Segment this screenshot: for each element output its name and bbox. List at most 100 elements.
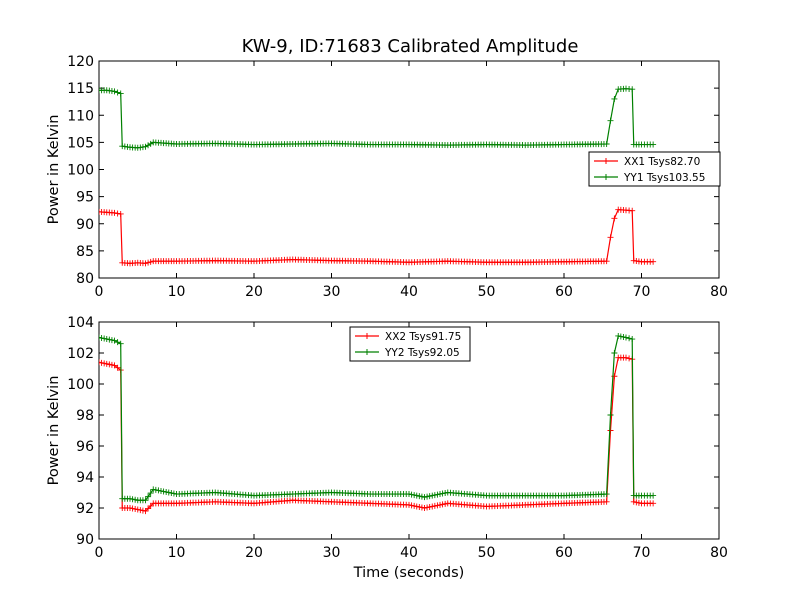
x-tick-label-1-8: 80 bbox=[710, 545, 728, 561]
legend-0: XX1 Tsys82.70 YY1 Tsys103.55 bbox=[588, 151, 721, 187]
marker-1-1-126 bbox=[437, 491, 443, 498]
marker-0-0-194 bbox=[629, 207, 636, 214]
marker-1-0-193 bbox=[623, 354, 629, 361]
y-tick-label-1-0: 90 bbox=[76, 532, 94, 548]
marker-1-0-122 bbox=[426, 503, 433, 510]
marker-1-1-117 bbox=[413, 492, 420, 499]
marker-0-1-6 bbox=[111, 88, 118, 95]
series-markers-0-1 bbox=[99, 85, 657, 151]
marker-1-1-1 bbox=[99, 335, 105, 342]
marker-1-0-14 bbox=[132, 506, 139, 513]
marker-0-0-188 bbox=[611, 215, 618, 222]
marker-1-1-21 bbox=[150, 486, 157, 493]
marker-1-0-13 bbox=[129, 505, 136, 512]
marker-1-1-26 bbox=[163, 488, 170, 495]
series-1-1 bbox=[99, 332, 657, 504]
marker-1-1-13 bbox=[129, 496, 136, 503]
legend-1: XX2 Tsys91.75 YY2 Tsys92.05 bbox=[349, 326, 471, 362]
series-1-0 bbox=[99, 354, 657, 515]
x-tick-label-1-6: 60 bbox=[555, 545, 573, 561]
legend-marker-0-1 bbox=[603, 174, 609, 180]
marker-0-1-186 bbox=[603, 141, 610, 148]
marker-1-1-192 bbox=[620, 333, 627, 340]
marker-1-1-29 bbox=[170, 490, 177, 497]
marker-1-0-2 bbox=[101, 360, 108, 367]
marker-1-1-125 bbox=[434, 491, 441, 498]
marker-0-1-8 bbox=[117, 90, 124, 97]
marker-1-1-189 bbox=[611, 350, 618, 356]
marker-1-0-194 bbox=[626, 355, 633, 362]
y-tick-label-1-3: 96 bbox=[76, 439, 94, 455]
marker-1-1-190 bbox=[615, 332, 622, 339]
marker-1-1-22 bbox=[152, 486, 159, 493]
series-markers-0-0 bbox=[99, 206, 657, 267]
marker-1-0-119 bbox=[418, 504, 425, 511]
marker-1-0-125 bbox=[434, 502, 441, 509]
marker-0-0-186 bbox=[603, 258, 610, 265]
marker-1-1-115 bbox=[408, 491, 415, 498]
marker-1-0-17 bbox=[139, 507, 146, 514]
legend-label-0-0: XX1 Tsys82.70 bbox=[624, 156, 700, 168]
marker-0-1-202 bbox=[650, 141, 657, 148]
x-tick-label-0-0: 0 bbox=[95, 284, 104, 300]
x-tick-label-0-5: 50 bbox=[478, 284, 496, 300]
marker-0-0-19 bbox=[145, 259, 152, 266]
marker-1-0-196 bbox=[630, 498, 637, 505]
marker-1-0-121 bbox=[424, 504, 431, 511]
marker-1-1-114 bbox=[406, 491, 412, 498]
marker-1-1-122 bbox=[426, 493, 433, 500]
y-tick-label-0-6: 110 bbox=[67, 108, 94, 124]
y-tick-label-0-2: 90 bbox=[76, 217, 94, 233]
marker-1-1-191 bbox=[617, 333, 624, 340]
y-tick-label-1-1: 92 bbox=[76, 501, 94, 517]
marker-0-1-194 bbox=[629, 86, 636, 93]
y-tick-label-0-7: 115 bbox=[67, 81, 94, 97]
marker-1-0-114 bbox=[406, 501, 412, 508]
marker-1-0-118 bbox=[416, 503, 423, 510]
y-tick-label-1-7: 104 bbox=[67, 315, 94, 331]
marker-1-0-0 bbox=[99, 359, 102, 366]
marker-1-1-193 bbox=[623, 334, 629, 341]
x-tick-label-1-1: 10 bbox=[168, 545, 186, 561]
marker-1-1-3 bbox=[103, 336, 110, 343]
x-tick-label-0-1: 10 bbox=[168, 284, 186, 300]
bottom-panel: 0 10 20 30 40 50 60 70 80 90 92 94 96 98 100 102 104 Powe… bbox=[46, 315, 728, 581]
marker-1-0-20 bbox=[147, 502, 154, 509]
marker-1-1-12 bbox=[127, 495, 133, 502]
marker-1-0-187 bbox=[603, 498, 610, 505]
marker-0-1-188 bbox=[611, 95, 618, 102]
marker-1-1-118 bbox=[416, 493, 423, 500]
marker-1-1-127 bbox=[439, 490, 446, 497]
marker-1-1-4 bbox=[106, 336, 113, 343]
x-tick-label-1-2: 20 bbox=[245, 545, 263, 561]
chart-title: KW-9, ID:71683 Calibrated Amplitude bbox=[242, 36, 579, 57]
marker-1-0-3 bbox=[103, 360, 110, 367]
marker-1-0-128 bbox=[442, 500, 449, 507]
y-tick-label-0-4: 100 bbox=[67, 163, 94, 179]
marker-1-0-123 bbox=[429, 503, 436, 510]
marker-1-0-7 bbox=[114, 364, 121, 371]
series-0-0 bbox=[99, 206, 657, 267]
x-tick-label-0-2: 20 bbox=[245, 284, 263, 300]
marker-1-0-12 bbox=[127, 505, 133, 511]
marker-1-1-123 bbox=[429, 492, 436, 499]
y-tick-label-0-1: 85 bbox=[76, 244, 94, 260]
marker-1-0-203 bbox=[650, 500, 657, 507]
marker-1-1-120 bbox=[421, 494, 428, 501]
legend-marker-0-0 bbox=[603, 158, 609, 164]
y-tick-label-1-6: 102 bbox=[67, 346, 94, 362]
marker-1-1-124 bbox=[431, 492, 438, 499]
marker-1-1-25 bbox=[160, 488, 167, 495]
marker-1-0-127 bbox=[439, 501, 446, 508]
marker-1-1-121 bbox=[424, 493, 431, 500]
marker-1-0-1 bbox=[99, 359, 105, 366]
marker-1-0-18 bbox=[142, 508, 149, 515]
x-axis-label-1: Time (seconds) bbox=[353, 565, 465, 581]
y-tick-label-1-5: 100 bbox=[67, 377, 94, 393]
y-tick-label-0-0: 80 bbox=[76, 271, 94, 287]
x-tick-label-0-8: 80 bbox=[710, 284, 728, 300]
marker-1-1-18 bbox=[142, 497, 149, 504]
marker-0-1-7 bbox=[114, 89, 121, 96]
series-markers-1-0 bbox=[99, 354, 657, 515]
